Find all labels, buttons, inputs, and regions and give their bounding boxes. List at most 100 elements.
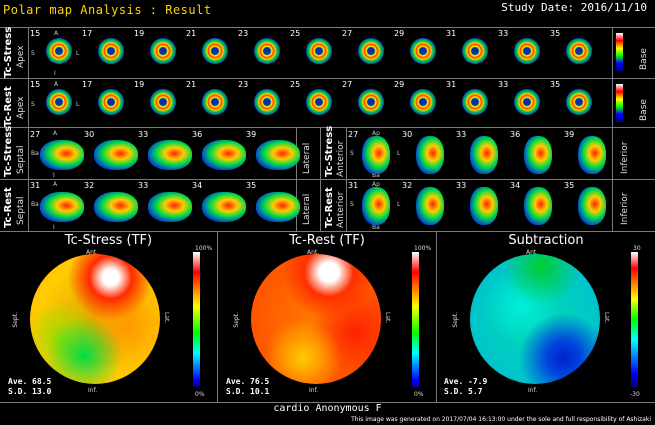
hla-rest-inferior: Inferior — [620, 192, 630, 225]
vla-rest-slice — [40, 192, 84, 222]
hla-stress-slice-number: 39 — [564, 130, 575, 139]
hla-orient-ap: Ap — [372, 130, 380, 137]
patient-info: cardio Anonymous F — [273, 403, 382, 414]
vla-rest-slice-number: 35 — [246, 181, 257, 190]
vla-stress-slice-number: 27 — [30, 130, 41, 139]
vla-rest-orient-ba: Ba — [31, 201, 39, 208]
vla-stress-slice-number: 36 — [192, 130, 203, 139]
study-date: Study Date: 2016/11/10 — [501, 1, 647, 14]
sa-rest-slice-number: 15 — [30, 80, 41, 89]
sa-rest-slice-number: 27 — [342, 80, 353, 89]
hla-stress-slice-number: 33 — [456, 130, 467, 139]
sa-rest-slice — [410, 89, 436, 115]
sa-rest-slice — [150, 89, 176, 115]
vla-rest-septal: Septal — [16, 196, 26, 225]
stress-ant-label: Ant. — [86, 249, 99, 256]
stress-ave-label: Ave. — [8, 377, 28, 386]
rest-ant-label: Ant. — [307, 249, 320, 256]
sa-rest-slice-number: 19 — [134, 80, 145, 89]
sub-sd-value: 5.7 — [468, 387, 483, 396]
vla-stress-slice — [202, 140, 246, 170]
sa-rest-slice-number: 25 — [290, 80, 301, 89]
vla-rest-orient-i: I — [53, 224, 55, 231]
vla-stress-slice — [94, 140, 138, 170]
divider-sa2 — [0, 127, 655, 128]
sa-rest-slice — [566, 89, 592, 115]
vla-stress-septal: Septal — [16, 145, 26, 174]
rest-inf-label: Inf. — [309, 387, 319, 394]
hla-rest-slice — [470, 187, 498, 225]
divider-la2 — [0, 231, 655, 232]
hla-rest-orient-l: L — [397, 201, 401, 208]
sa-stress-slice — [254, 38, 280, 64]
hla-stress-label: Tc-Stress — [324, 125, 335, 177]
sa-rest-slice-number: 35 — [550, 80, 561, 89]
rest-sd-value: 10.1 — [250, 387, 270, 396]
vla-rest-slice-number: 33 — [138, 181, 149, 190]
sa-stress-slice-number: 35 — [550, 29, 561, 38]
sub-sept-label: Sept. — [452, 312, 459, 328]
vla-rest-lateral: Lateral — [302, 193, 312, 225]
sub-ave-label: Ave. — [444, 377, 464, 386]
sa-rest-slice — [306, 89, 332, 115]
sa-stress-colorbar — [616, 33, 623, 71]
vla-stress-slice — [148, 140, 192, 170]
vla-rest-slice-number: 32 — [84, 181, 95, 190]
hla-stress-anterior: Anterior — [336, 140, 346, 177]
stress-polar-title: Tc-Stress (TF) — [64, 233, 153, 248]
vla-stress-slice-number: 39 — [246, 130, 257, 139]
sa-rest-slice — [202, 89, 228, 115]
sa-stress-slice-number: 19 — [134, 29, 145, 38]
vla-orient-i: I — [53, 172, 55, 179]
vla-rest-slice-number: 34 — [192, 181, 203, 190]
stress-lat-label: Lat. — [163, 312, 170, 324]
hla-rest-slice — [362, 187, 390, 225]
stress-polar-map — [30, 254, 160, 384]
vla-rest-slice — [148, 192, 192, 222]
stress-ave-value: 68.5 — [32, 377, 52, 386]
sa-stress-slice-number: 27 — [342, 29, 353, 38]
sa-rest-slice — [514, 89, 540, 115]
subtraction-polar-map — [470, 254, 600, 384]
hla-stress-slice-number: 30 — [402, 130, 413, 139]
sa-stress-slice-number: 31 — [446, 29, 457, 38]
rest-scale-top: 100% — [414, 245, 432, 252]
sa-label-divider — [28, 28, 29, 127]
vla-stress-slice-number: 33 — [138, 130, 149, 139]
vla-rest-slice — [202, 192, 246, 222]
sa-stress-slice-number: 25 — [290, 29, 301, 38]
vla-rest-label: Tc-Rest — [3, 187, 14, 228]
rest-lat-label: Lat. — [384, 312, 391, 324]
vla-rest-orient-a: A — [53, 181, 58, 188]
vla-orient-ba: Ba — [31, 150, 39, 157]
sa-stress-slice — [150, 38, 176, 64]
sa-rest-slice-number: 23 — [238, 80, 249, 89]
hla-rest-slice-number: 35 — [564, 181, 575, 190]
sa-orient-a: A — [54, 30, 59, 37]
vla-rest-slice-number: 31 — [30, 181, 41, 190]
hla-rest-orient-s: S — [350, 201, 354, 208]
sa-stress-slice — [514, 38, 540, 64]
rest-scale-bottom: 0% — [414, 391, 424, 398]
sa-stress-slice — [306, 38, 332, 64]
generation-note: This image was generated on 2017/07/04 1… — [351, 416, 651, 423]
stress-colorbar — [193, 252, 200, 387]
sa-rest-slice-number: 31 — [446, 80, 457, 89]
rest-polar-map — [251, 254, 381, 384]
page-title: Polar map Analysis : Result — [3, 3, 212, 17]
sa-stress-slice-number: 15 — [30, 29, 41, 38]
sub-scale-bottom: -30 — [630, 391, 640, 398]
vla-stress-lateral: Lateral — [302, 142, 312, 174]
divider-sa — [0, 78, 655, 79]
sa-rest-apex-label: Apex — [16, 96, 26, 119]
stress-scale-top: 100% — [195, 245, 213, 252]
sa-rest-slice-number: 21 — [186, 80, 197, 89]
rest-sd-label: S.D. — [226, 387, 246, 396]
sa-stress-base-label: Base — [639, 48, 649, 70]
sa-right-divider — [612, 28, 613, 127]
sub-ave-value: -7.9 — [468, 377, 488, 386]
sa-stress-label: Tc-Stress — [3, 26, 14, 78]
hla-rest-orient-ba: Ba — [372, 224, 380, 231]
subtraction-polar-title: Subtraction — [508, 233, 584, 248]
sa-stress-slice — [46, 38, 72, 64]
